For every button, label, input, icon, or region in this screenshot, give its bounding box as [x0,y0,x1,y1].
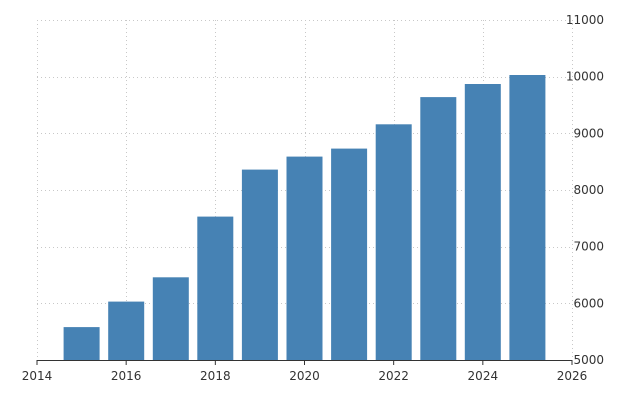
y-tick-label: 11000 [566,13,604,27]
x-tick-label: 2018 [200,369,231,383]
grid-lines [37,20,573,360]
y-tick-label: 10000 [566,70,604,84]
x-tick-label: 2014 [22,369,53,383]
bar-2020 [286,156,323,360]
x-tick-label: 2024 [468,369,499,383]
x-tick-label: 2026 [557,369,588,383]
bar-2025 [509,75,546,360]
y-tick-label: 7000 [573,240,604,254]
bar-series [63,75,546,360]
y-tick-label: 5000 [573,353,604,367]
y-tick-label: 9000 [573,126,604,140]
bar-2016 [108,301,145,360]
bar-2021 [331,148,368,360]
bar-2019 [241,169,278,360]
x-tick-label: 2020 [289,369,320,383]
y-tick-label: 6000 [573,296,604,310]
bar-2022 [375,124,412,360]
bar-2015 [63,327,100,360]
y-axis-ticks: 5000 6000 7000 8000 9000 10000 11000 [566,13,604,367]
bar-2018 [197,216,234,360]
bar-2023 [420,97,457,360]
y-tick-label: 8000 [573,183,604,197]
x-axis-ticks: 2014 2016 2018 2020 2022 2024 2026 [22,360,588,383]
bar-2024 [464,84,501,360]
x-tick-label: 2022 [378,369,409,383]
x-tick-label: 2016 [111,369,142,383]
bar-2017 [152,277,189,360]
